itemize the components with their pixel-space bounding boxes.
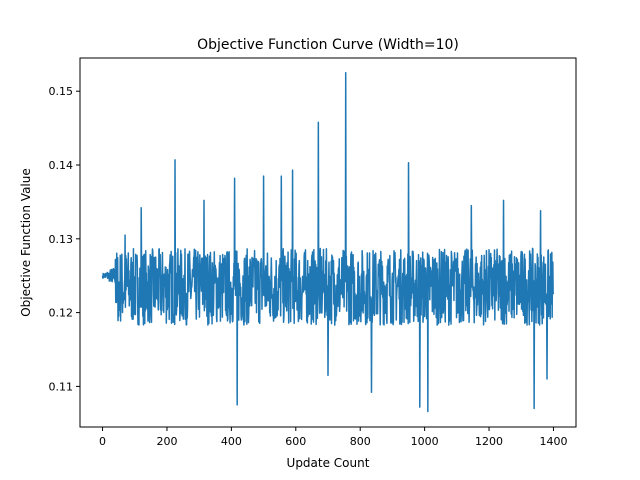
y-tick-label: 0.15 [49, 85, 74, 98]
y-axis-label: Objective Function Value [19, 168, 33, 317]
x-tick-label: 200 [156, 435, 177, 448]
y-tick-label: 0.12 [49, 307, 74, 320]
y-tick-label: 0.13 [49, 233, 74, 246]
x-axis-label: Update Count [287, 456, 370, 470]
y-tick-label: 0.14 [49, 159, 74, 172]
plot-area [101, 72, 555, 413]
x-axis: 0 200 400 600 800 1000 1200 1400 [99, 427, 567, 448]
x-tick-label: 600 [285, 435, 306, 448]
x-tick-label: 1000 [411, 435, 439, 448]
x-tick-label: 800 [350, 435, 371, 448]
x-tick-label: 1400 [539, 435, 567, 448]
chart-title: Objective Function Curve (Width=10) [197, 37, 459, 53]
x-tick-label: 1200 [475, 435, 503, 448]
axes-frame [79, 57, 577, 428]
y-axis: 0.11 0.12 0.13 0.14 0.15 [49, 85, 80, 393]
x-tick-label: 0 [99, 435, 106, 448]
x-tick-label: 400 [221, 435, 242, 448]
series-line [101, 72, 555, 413]
y-tick-label: 0.11 [49, 380, 74, 393]
